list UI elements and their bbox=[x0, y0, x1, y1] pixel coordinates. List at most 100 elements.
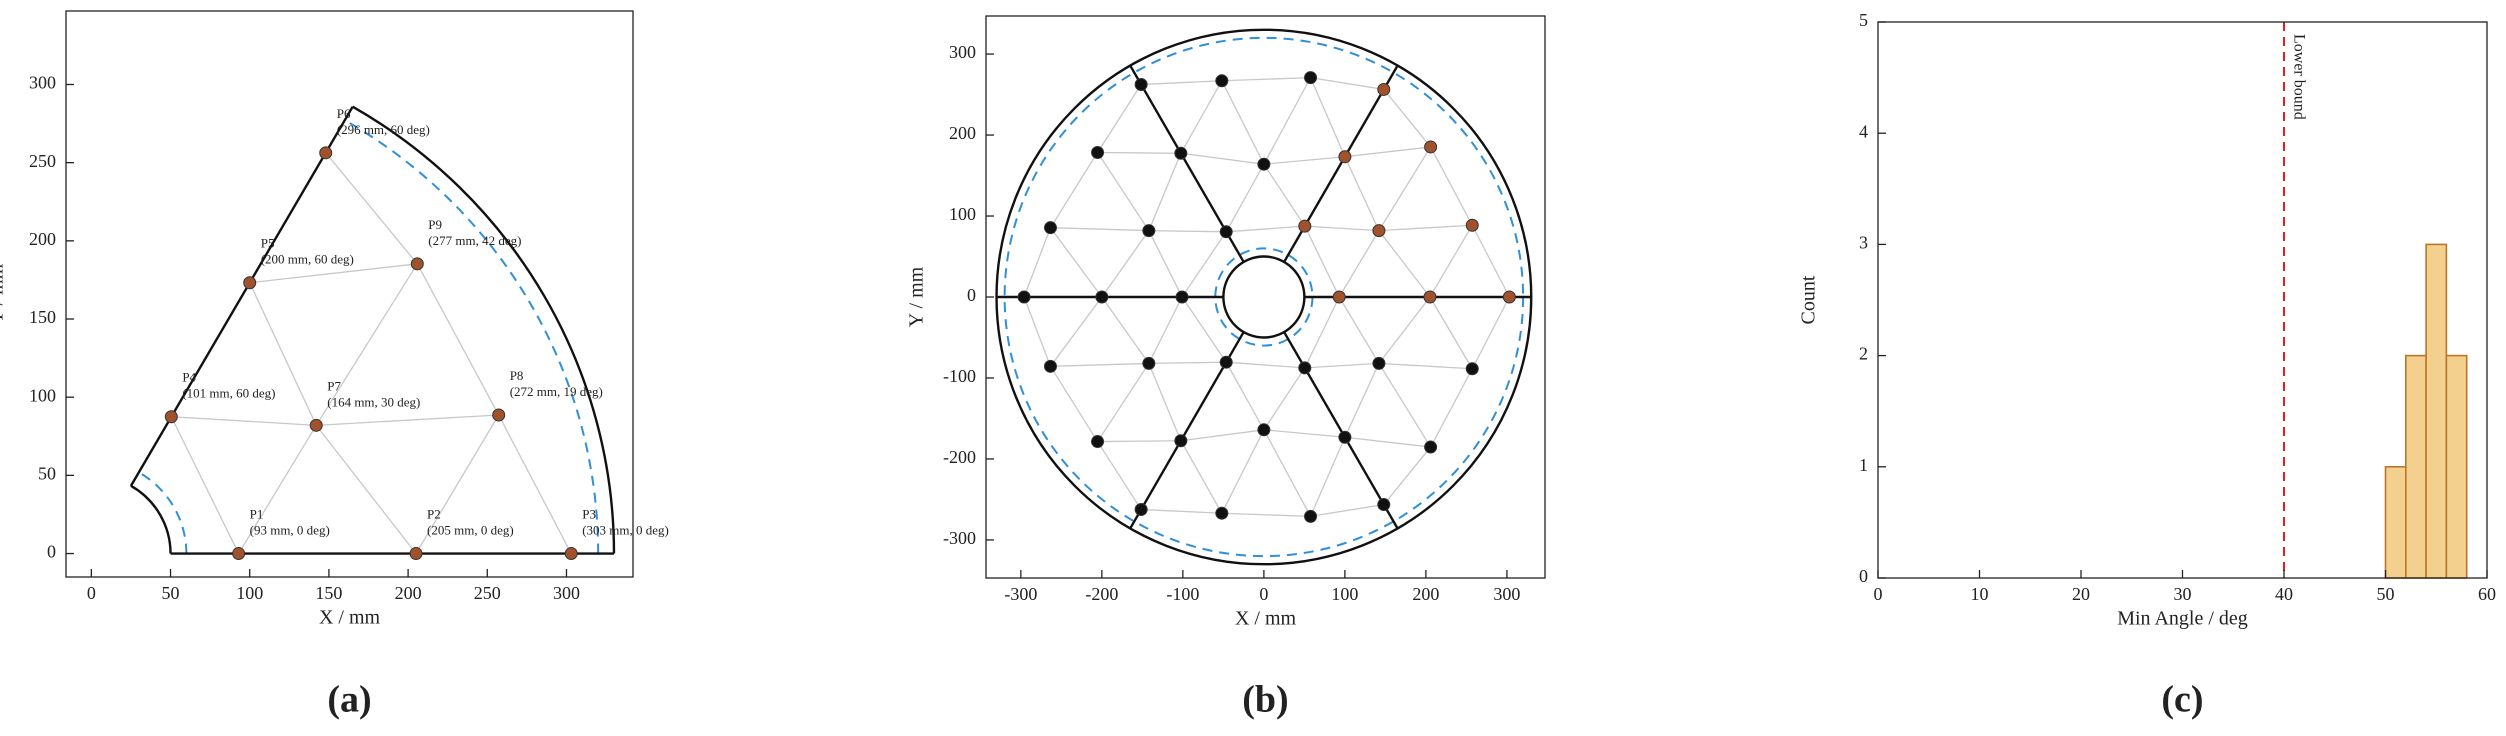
mesh-edge bbox=[1180, 429, 1264, 442]
point bbox=[1465, 218, 1479, 232]
point-name: P6 bbox=[337, 106, 351, 121]
mesh-edge bbox=[1263, 429, 1312, 517]
x-tick-label: 0 bbox=[87, 583, 96, 603]
point bbox=[309, 418, 323, 432]
mesh-edge bbox=[1263, 77, 1312, 165]
mesh-edge bbox=[238, 425, 317, 554]
x-axis-label: X / mm bbox=[319, 607, 381, 629]
point bbox=[1377, 498, 1391, 512]
x-tick-label: 300 bbox=[1493, 584, 1520, 604]
point bbox=[1134, 502, 1148, 516]
point bbox=[564, 547, 578, 561]
x-tick-label: 40 bbox=[2275, 584, 2293, 604]
y-tick-label: 200 bbox=[29, 229, 56, 249]
mesh-edge bbox=[1310, 503, 1384, 518]
mesh-edge bbox=[1383, 446, 1432, 505]
point bbox=[1091, 146, 1105, 160]
mesh-edge bbox=[1263, 429, 1345, 438]
mesh-edge bbox=[415, 414, 500, 554]
mesh-edge bbox=[1344, 363, 1380, 438]
point-name: P1 bbox=[250, 507, 264, 522]
panel-label: (c) bbox=[2161, 679, 2203, 721]
mesh-edge bbox=[1338, 296, 1380, 364]
mesh-edge bbox=[1226, 361, 1305, 369]
point bbox=[1142, 224, 1156, 238]
x-tick-label: 10 bbox=[1971, 584, 1989, 604]
panel: Lower bound 0 10 20 30 40 50 60 0 1 2 3 4 5 Min Angle … bbox=[1798, 10, 2496, 721]
y-tick-label: 0 bbox=[1859, 566, 1868, 586]
mesh-edge bbox=[1225, 163, 1265, 233]
mesh-edge bbox=[1181, 296, 1227, 363]
point-coords: (272 mm, 19 deg) bbox=[510, 384, 603, 399]
x-tick-label: 250 bbox=[474, 583, 501, 603]
inner-boundary bbox=[130, 484, 172, 554]
mesh-edge bbox=[1263, 156, 1345, 165]
mesh-edge bbox=[1378, 230, 1431, 298]
mesh-edge bbox=[1304, 225, 1379, 232]
mesh-edge bbox=[1304, 362, 1379, 369]
mesh-edge bbox=[1141, 80, 1222, 86]
mesh-edge bbox=[1344, 436, 1431, 448]
panel: -300 -200 -100 0 100 200 300 -300 -200 -100 0 100 20… bbox=[906, 15, 1546, 721]
x-tick-label: 50 bbox=[2377, 584, 2395, 604]
mesh-edge bbox=[1263, 163, 1306, 227]
mesh-edge bbox=[1148, 363, 1182, 441]
mesh-edge bbox=[1180, 80, 1223, 154]
y-tick-label: 300 bbox=[29, 73, 56, 93]
mesh-edge bbox=[1097, 441, 1142, 510]
mesh-edge bbox=[1429, 296, 1473, 370]
mesh-edge bbox=[1148, 230, 1183, 298]
outer-boundary bbox=[352, 105, 616, 554]
mesh-edge bbox=[315, 424, 417, 554]
dashed-boundary bbox=[1214, 247, 1314, 347]
x-tick-label: 200 bbox=[1412, 584, 1439, 604]
mesh-edge bbox=[1148, 229, 1227, 233]
mesh-edge bbox=[1097, 151, 1181, 154]
point bbox=[1304, 71, 1318, 85]
y-tick-label: 200 bbox=[949, 123, 976, 143]
point bbox=[1377, 82, 1391, 96]
point-name: P9 bbox=[428, 217, 442, 232]
mesh-edge bbox=[1309, 436, 1346, 517]
point bbox=[1257, 157, 1271, 171]
mesh-edge bbox=[1338, 230, 1380, 298]
mesh-edge bbox=[1309, 77, 1346, 158]
y-tick-label: 50 bbox=[38, 463, 56, 483]
point-name: P5 bbox=[261, 236, 275, 251]
point bbox=[232, 547, 246, 561]
point bbox=[1215, 74, 1229, 88]
mesh-edge bbox=[1263, 367, 1306, 431]
mesh-edge bbox=[498, 414, 572, 554]
point bbox=[1174, 434, 1188, 448]
axes-box bbox=[65, 10, 634, 578]
point-coords: (296 mm, 60 deg) bbox=[337, 122, 430, 137]
mesh-edge bbox=[1180, 440, 1223, 514]
mesh-edge bbox=[249, 263, 418, 284]
y-axis-label: Y / mm bbox=[906, 266, 928, 327]
mesh-edge bbox=[1221, 76, 1311, 82]
mesh-edge bbox=[1148, 296, 1183, 364]
mesh-edge bbox=[1430, 146, 1473, 226]
point-coords: (93 mm, 0 deg) bbox=[250, 523, 330, 538]
x-tick-label: 0 bbox=[1874, 584, 1883, 604]
mesh-edge bbox=[249, 282, 317, 426]
mesh-edge bbox=[1221, 429, 1265, 514]
mesh-edge bbox=[1378, 362, 1473, 370]
y-tick-label: 2 bbox=[1859, 344, 1868, 364]
mesh-edge bbox=[1225, 361, 1265, 431]
mesh-edge bbox=[1097, 84, 1142, 153]
mesh-edge bbox=[1049, 296, 1103, 367]
x-tick-label: 20 bbox=[2072, 584, 2090, 604]
x-axis-label: Min Angle / deg bbox=[2117, 608, 2248, 630]
y-tick-label: 0 bbox=[47, 542, 56, 562]
y-tick-label: 0 bbox=[967, 285, 976, 305]
mesh-edge bbox=[1471, 224, 1510, 298]
point bbox=[1372, 224, 1386, 238]
mesh-edge bbox=[1141, 508, 1222, 514]
mesh-edge bbox=[1310, 76, 1384, 91]
point-coords: (200 mm, 60 deg) bbox=[261, 252, 354, 267]
point bbox=[1043, 359, 1057, 373]
point-name: P4 bbox=[182, 370, 196, 385]
y-tick-label: 3 bbox=[1859, 233, 1868, 253]
mesh-edge bbox=[1049, 152, 1099, 229]
